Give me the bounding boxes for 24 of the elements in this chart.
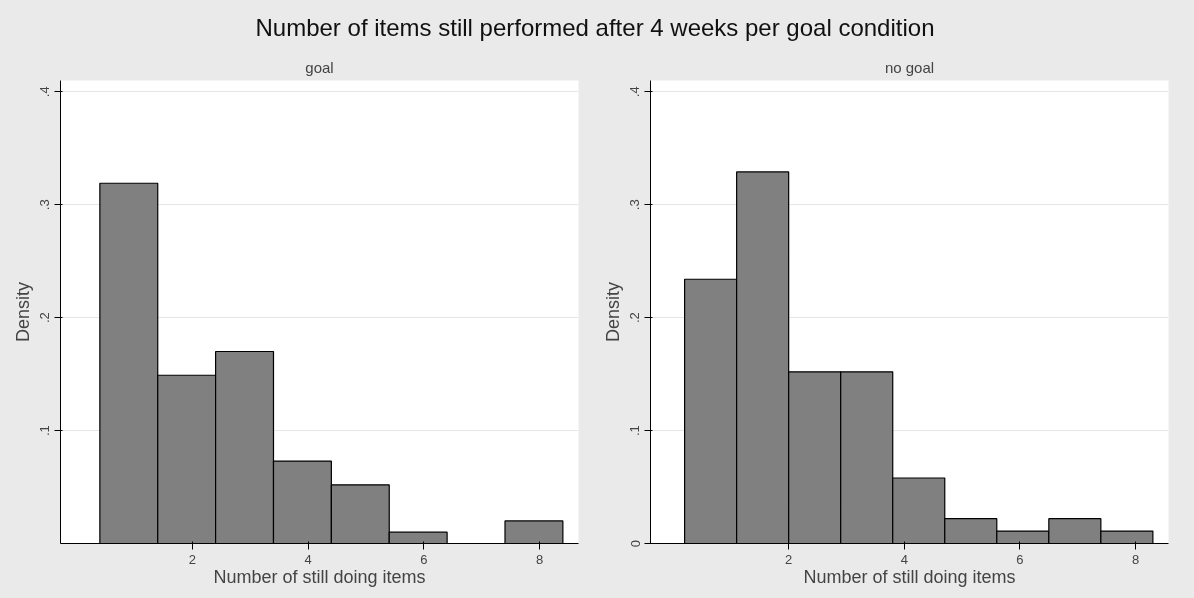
y-tick-label: .3 — [37, 199, 53, 211]
y-tick-label: .4 — [627, 86, 643, 98]
y-tick-label: .1 — [37, 425, 53, 436]
y-tick-label: .4 — [37, 86, 53, 98]
x-tick-label: 4 — [304, 551, 312, 567]
y-tick-label: .3 — [627, 199, 643, 211]
x-tick-label: 8 — [536, 551, 544, 567]
y-tick-label: .2 — [627, 312, 643, 324]
chart-subtitle: no goal — [884, 58, 935, 76]
chart-title: Number of items still performed after 4 weeks per goal condition — [255, 13, 935, 43]
y-axis-title: Density — [12, 281, 33, 343]
x-tick-label: 2 — [188, 551, 197, 567]
y-axis-title: Density — [602, 281, 623, 343]
x-tick-label: 6 — [420, 551, 428, 567]
x-axis-title: Number of still doing items — [803, 566, 1016, 587]
y-tick-label: 0 — [627, 539, 643, 548]
x-tick-label: 8 — [1131, 551, 1140, 567]
y-tick-label: .1 — [627, 425, 643, 436]
y-tick-label: .2 — [37, 312, 53, 324]
chart-subtitle: goal — [305, 58, 334, 76]
x-tick-label: 4 — [900, 551, 908, 567]
x-axis-title: Number of still doing items — [213, 566, 426, 587]
x-tick-label: 6 — [1016, 551, 1024, 567]
x-tick-label: 2 — [785, 551, 793, 567]
